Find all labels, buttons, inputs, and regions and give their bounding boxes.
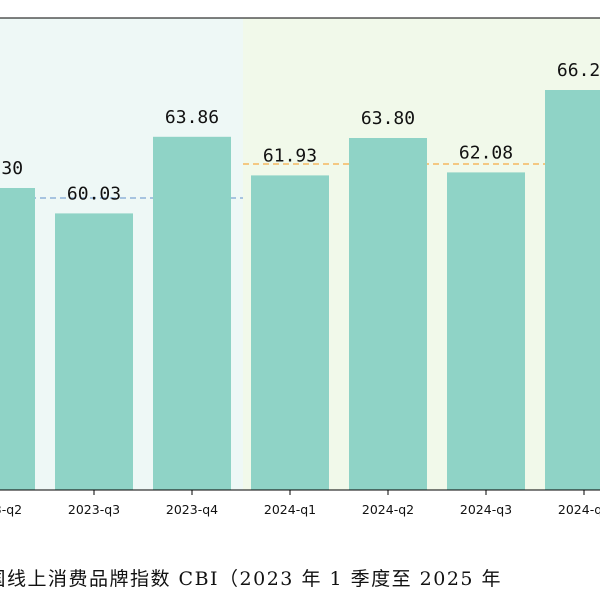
value-label-2024-q4: 66.20	[557, 60, 600, 81]
value-label-2023-q2: 61.30	[0, 158, 23, 179]
tick-label-2023-q2: 2023-q2	[0, 502, 22, 517]
bar-2024-q4	[545, 90, 600, 490]
value-label-2024-q2: 63.80	[361, 108, 415, 129]
tick-label-2023-q3: 2023-q3	[68, 502, 120, 517]
caption-text: 全国线上消费品牌指数 CBI（2023 年 1 季度至 2025 年	[0, 568, 503, 590]
tick-label-2024-q2: 2024-q2	[362, 502, 414, 517]
bar-chart: 61.30 60.03 63.86 61.93 63.80 62.08 66.20 2023…	[0, 17, 600, 517]
value-label-2024-q1: 61.93	[263, 145, 317, 166]
bar-2024-q1	[251, 175, 329, 490]
value-label-2023-q3: 60.03	[67, 183, 121, 204]
bar-2024-q3	[447, 172, 525, 490]
value-label-2024-q3: 62.08	[459, 142, 513, 163]
bar-2023-q3	[55, 213, 133, 490]
tick-label-2023-q4: 2023-q4	[166, 502, 218, 517]
bar-2024-q2	[349, 138, 427, 490]
value-label-2023-q4: 63.86	[165, 107, 219, 128]
tick-label-2024-q4: 2024-q4	[558, 502, 600, 517]
tick-label-2024-q3: 2024-q3	[460, 502, 512, 517]
bar-2023-q4	[153, 136, 231, 491]
bar-2023-q2	[0, 188, 35, 490]
figure-caption: 全国线上消费品牌指数 CBI（2023 年 1 季度至 2025 年	[0, 556, 600, 596]
tick-label-2024-q1: 2024-q1	[264, 502, 316, 517]
